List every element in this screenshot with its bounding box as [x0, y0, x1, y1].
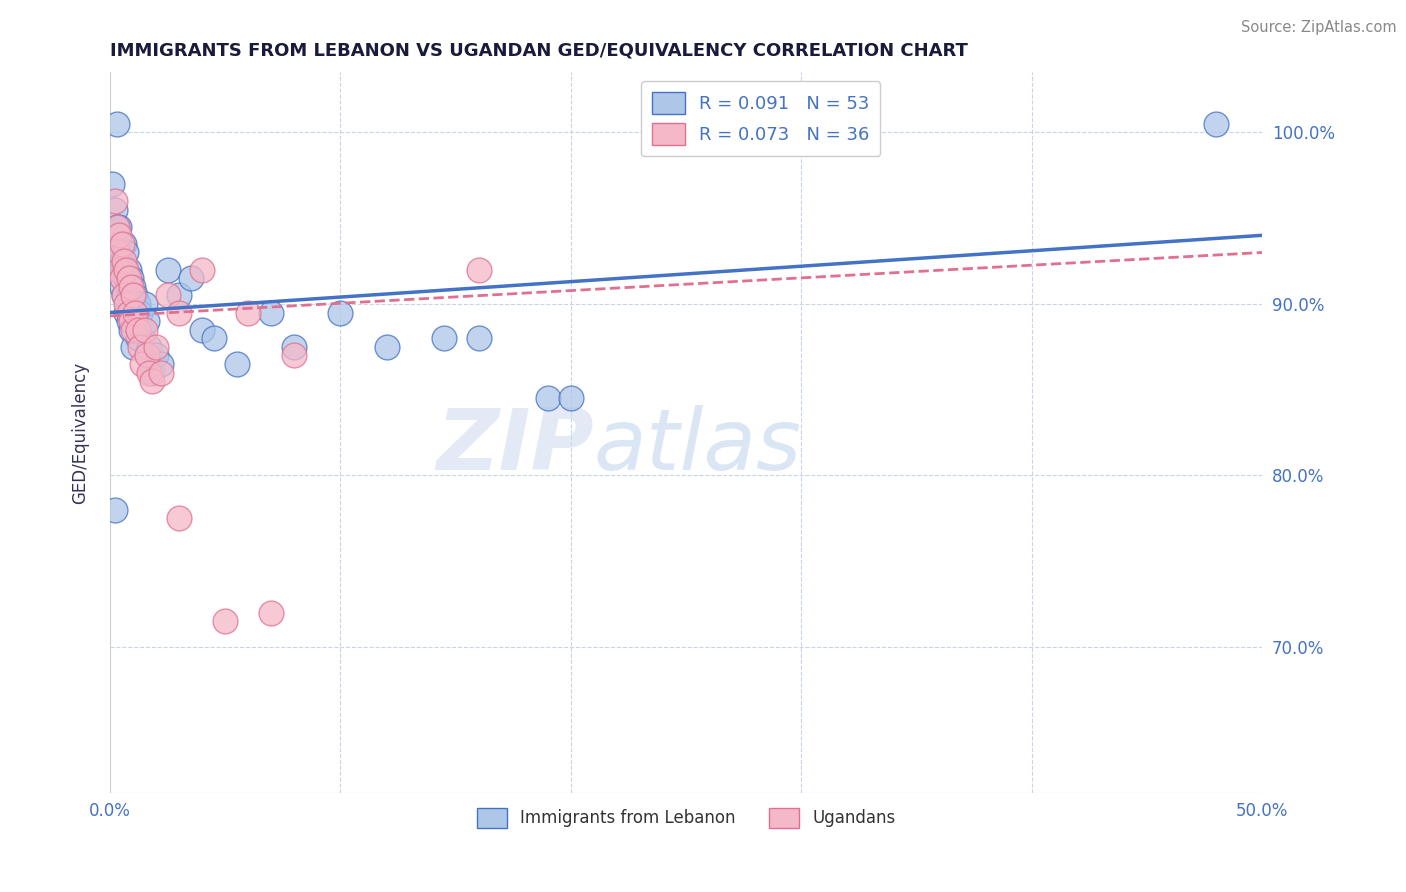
Y-axis label: GED/Equivalency: GED/Equivalency	[72, 361, 89, 504]
Point	[329, 305, 352, 319]
Point	[122, 340, 145, 354]
Point	[180, 271, 202, 285]
Point	[191, 323, 214, 337]
Point	[1205, 117, 1227, 131]
Point	[101, 177, 124, 191]
Point	[117, 262, 139, 277]
Point	[131, 323, 153, 337]
Point	[112, 254, 135, 268]
Point	[112, 262, 135, 277]
Point	[120, 280, 142, 294]
Point	[131, 357, 153, 371]
Point	[104, 202, 127, 217]
Point	[122, 305, 145, 319]
Point	[120, 314, 142, 328]
Point	[104, 194, 127, 208]
Point	[191, 262, 214, 277]
Point	[115, 297, 138, 311]
Point	[112, 236, 135, 251]
Point	[108, 219, 131, 234]
Point	[110, 280, 132, 294]
Point	[260, 305, 283, 319]
Point	[120, 323, 142, 337]
Point	[108, 245, 131, 260]
Point	[260, 606, 283, 620]
Point	[110, 236, 132, 251]
Point	[375, 340, 398, 354]
Point	[149, 357, 172, 371]
Point	[138, 366, 160, 380]
Point	[141, 366, 163, 380]
Point	[127, 323, 149, 337]
Point	[225, 357, 247, 371]
Point	[127, 331, 149, 345]
Point	[238, 305, 260, 319]
Point	[117, 305, 139, 319]
Point	[136, 314, 159, 328]
Point	[105, 117, 128, 131]
Point	[127, 297, 149, 311]
Point	[115, 305, 138, 319]
Point	[115, 245, 138, 260]
Text: IMMIGRANTS FROM LEBANON VS UGANDAN GED/EQUIVALENCY CORRELATION CHART: IMMIGRANTS FROM LEBANON VS UGANDAN GED/E…	[110, 42, 967, 60]
Point	[145, 340, 167, 354]
Point	[467, 331, 489, 345]
Point	[136, 348, 159, 362]
Point	[134, 323, 156, 337]
Point	[112, 288, 135, 302]
Point	[167, 305, 190, 319]
Point	[104, 502, 127, 516]
Point	[283, 348, 305, 362]
Point	[433, 331, 456, 345]
Point	[105, 245, 128, 260]
Point	[537, 391, 560, 405]
Point	[108, 262, 131, 277]
Point	[120, 297, 142, 311]
Point	[167, 511, 190, 525]
Text: ZIP: ZIP	[436, 406, 593, 489]
Point	[112, 288, 135, 302]
Point	[560, 391, 582, 405]
Point	[105, 219, 128, 234]
Point	[149, 366, 172, 380]
Point	[129, 340, 152, 354]
Point	[167, 288, 190, 302]
Point	[122, 288, 145, 302]
Legend: Immigrants from Lebanon, Ugandans: Immigrants from Lebanon, Ugandans	[470, 801, 903, 835]
Point	[115, 271, 138, 285]
Point	[145, 348, 167, 362]
Point	[467, 262, 489, 277]
Point	[124, 288, 146, 302]
Text: Source: ZipAtlas.com: Source: ZipAtlas.com	[1240, 20, 1396, 35]
Point	[108, 228, 131, 243]
Point	[156, 288, 179, 302]
Point	[117, 271, 139, 285]
Point	[117, 288, 139, 302]
Point	[156, 262, 179, 277]
Point	[124, 314, 146, 328]
Point	[283, 340, 305, 354]
Point	[214, 614, 236, 628]
Point	[124, 305, 146, 319]
Point	[115, 262, 138, 277]
Point	[122, 280, 145, 294]
Point	[105, 236, 128, 251]
Point	[202, 331, 225, 345]
Point	[141, 374, 163, 388]
Text: atlas: atlas	[593, 406, 801, 489]
Point	[110, 271, 132, 285]
Point	[110, 254, 132, 268]
Point	[138, 340, 160, 354]
Point	[134, 297, 156, 311]
Point	[122, 323, 145, 337]
Point	[120, 271, 142, 285]
Point	[129, 305, 152, 319]
Point	[105, 219, 128, 234]
Point	[110, 262, 132, 277]
Point	[117, 314, 139, 328]
